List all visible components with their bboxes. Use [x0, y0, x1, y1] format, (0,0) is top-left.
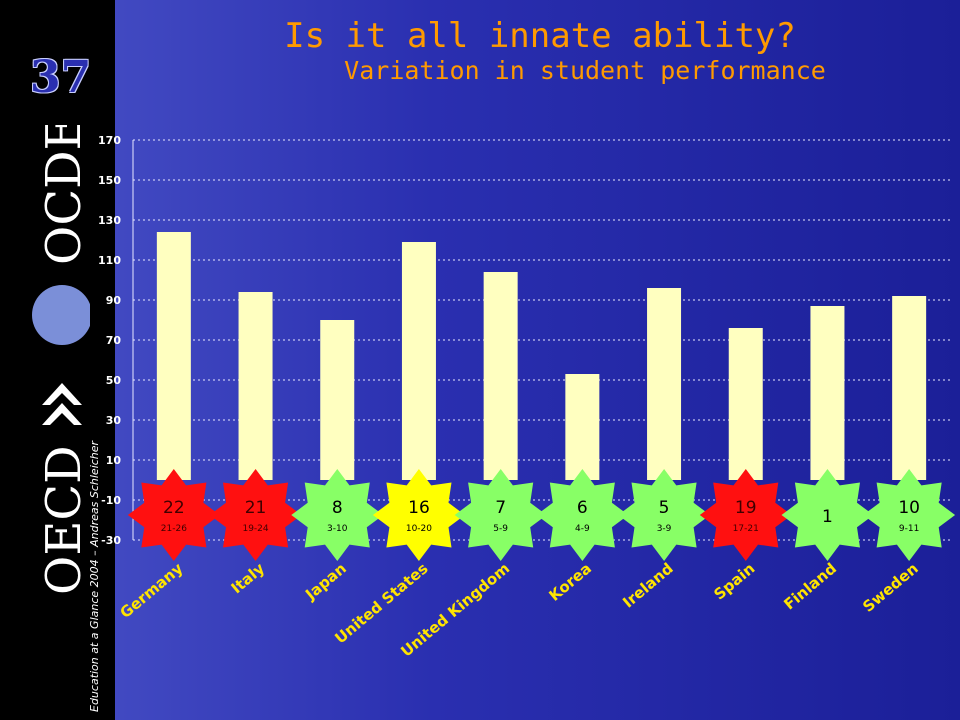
y-tick-label: 10 [106, 454, 122, 467]
title-block: Is it all innate ability? Variation in s… [120, 16, 960, 86]
bar [238, 292, 273, 480]
rank-badge [618, 469, 711, 561]
bar [320, 320, 355, 480]
bar [728, 328, 763, 480]
x-tick-label: Finland [780, 559, 840, 613]
slide-number: 37 [30, 52, 92, 103]
rank-range: 3-10 [327, 524, 348, 534]
rank-range: 4-9 [575, 524, 590, 534]
badges: 2221-262119-2483-101610-2075-964-953-919… [127, 469, 956, 561]
x-tick-label: Japan [301, 559, 350, 604]
rank-badge [536, 469, 629, 561]
rank-badge [209, 469, 302, 561]
y-axis: -30 -10 10 30 50 70 90 110 130 150 170 [98, 134, 134, 547]
logo-ocde-text: OCDE [36, 125, 90, 265]
rank-badge [454, 469, 547, 561]
rank-range: 19-24 [242, 524, 268, 534]
rank-badge [291, 469, 384, 561]
rank-range: 9-11 [899, 524, 919, 534]
slide-subtitle: Variation in student performance [344, 56, 826, 85]
slide-title: Is it all innate ability? [284, 16, 796, 56]
rank-value: 16 [408, 498, 430, 518]
rank-badge [863, 469, 956, 561]
y-tick-label: 170 [98, 134, 121, 147]
x-tick-label: Ireland [619, 559, 676, 611]
bar [647, 288, 682, 480]
y-tick-label: 150 [98, 174, 121, 187]
x-tick-label: Korea [546, 559, 595, 605]
rank-range: 17-21 [733, 524, 759, 534]
rank-value: 19 [735, 498, 757, 518]
rank-range: 3-9 [657, 524, 672, 534]
rank-badge [781, 469, 874, 561]
rank-badge [699, 469, 792, 561]
x-tick-label: Sweden [859, 559, 921, 615]
y-tick-label: 110 [98, 254, 121, 267]
bar [810, 306, 845, 480]
bar [156, 232, 191, 480]
logo-oecd-text: OECD [36, 445, 90, 595]
rank-range: 5-9 [493, 524, 508, 534]
bar [483, 272, 518, 480]
logo-chevrons-icon [42, 383, 82, 425]
y-tick-label: 70 [106, 334, 122, 347]
bars [156, 232, 927, 480]
y-tick-label: 50 [106, 374, 122, 387]
y-tick-label: -10 [101, 494, 121, 507]
rank-badge [372, 469, 465, 561]
bar [565, 374, 600, 480]
y-tick-label: 30 [106, 414, 122, 427]
rank-value: 8 [332, 498, 343, 518]
rank-value: 5 [659, 498, 670, 518]
oecd-logo: OECD OCDE [32, 125, 90, 595]
bar [401, 242, 436, 480]
y-tick-label: -30 [101, 534, 121, 547]
rank-value: 21 [245, 498, 267, 518]
y-tick-label: 90 [106, 294, 122, 307]
rank-value: 7 [495, 498, 506, 518]
rank-value: 1 [822, 507, 833, 527]
x-tick-label: Spain [710, 559, 758, 603]
rank-range: 21-26 [161, 524, 187, 534]
rank-range: 10-20 [406, 524, 432, 534]
rank-value: 6 [577, 498, 588, 518]
y-tick-label: 130 [98, 214, 121, 227]
rank-value: 22 [163, 498, 185, 518]
x-tick-label: Italy [228, 559, 269, 597]
bar [892, 296, 927, 480]
rank-value: 10 [898, 498, 920, 518]
logo-circle-icon [32, 285, 90, 345]
rank-badge [127, 469, 220, 561]
sidebar [0, 0, 115, 720]
x-tick-label: Germany [117, 559, 187, 622]
